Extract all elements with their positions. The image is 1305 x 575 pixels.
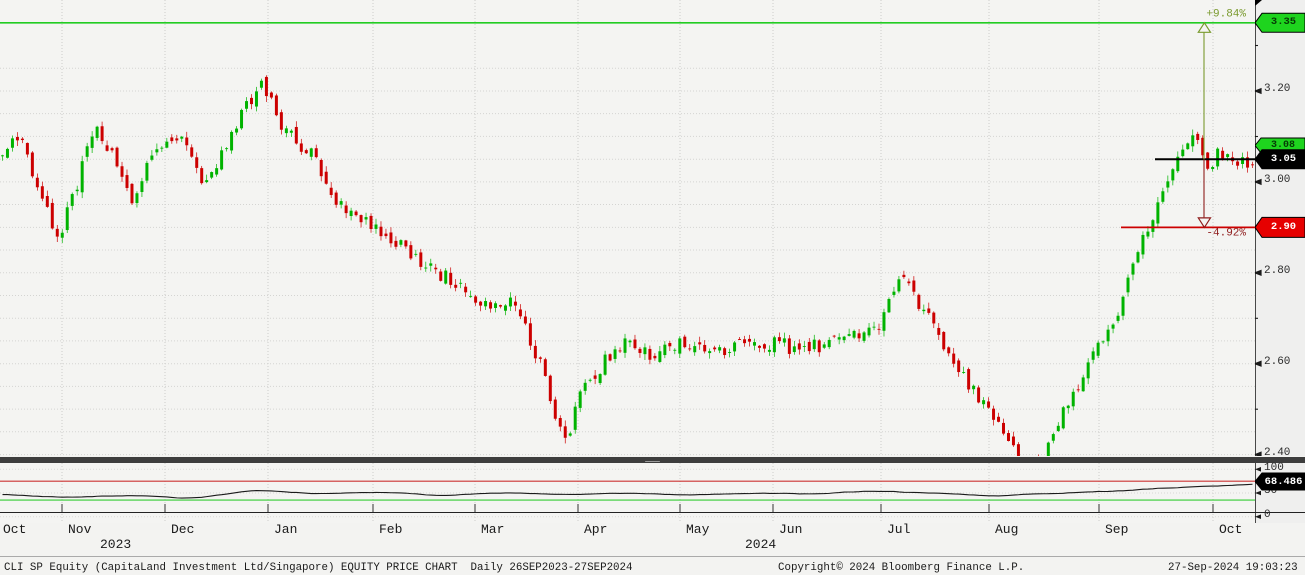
svg-text:-4.92%: -4.92% — [1206, 228, 1246, 240]
svg-text:+9.84%: +9.84% — [1206, 9, 1246, 21]
